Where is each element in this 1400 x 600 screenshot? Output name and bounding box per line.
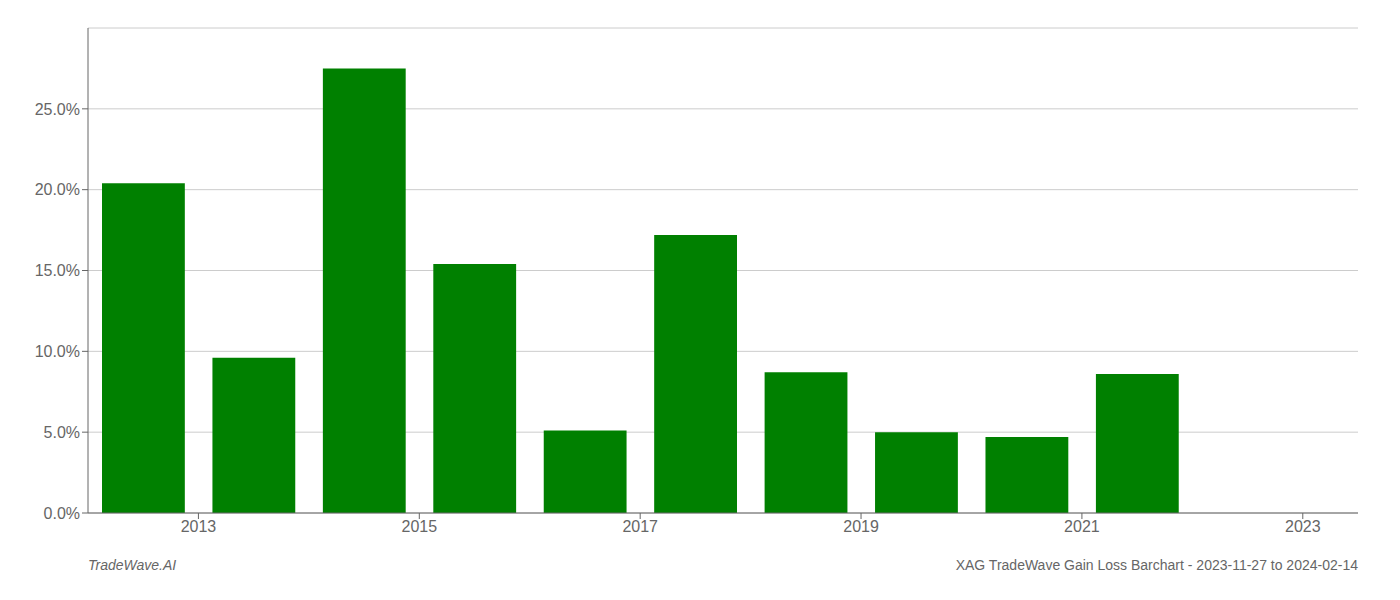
html-text:XAG TradeWave Gain Loss Barcha: XAG TradeWave Gain Loss Barchart - 2023-… — [955, 557, 1358, 573]
svg-text:25.0%: 25.0% — [35, 101, 80, 118]
svg-text:2021: 2021 — [1064, 518, 1100, 535]
svg-text:2017: 2017 — [622, 518, 658, 535]
html-text:TradeWave.AI: TradeWave.AI — [88, 557, 177, 573]
svg-text:2019: 2019 — [843, 518, 879, 535]
svg-text:2023: 2023 — [1285, 518, 1321, 535]
svg-text:5.0%: 5.0% — [44, 424, 80, 441]
svg-text:15.0%: 15.0% — [35, 262, 80, 279]
svg-text:0.0%: 0.0% — [44, 505, 80, 522]
svg-text:10.0%: 10.0% — [35, 343, 80, 360]
svg-text:2015: 2015 — [402, 518, 438, 535]
svg-text:2013: 2013 — [181, 518, 217, 535]
svg-text:20.0%: 20.0% — [35, 181, 80, 198]
